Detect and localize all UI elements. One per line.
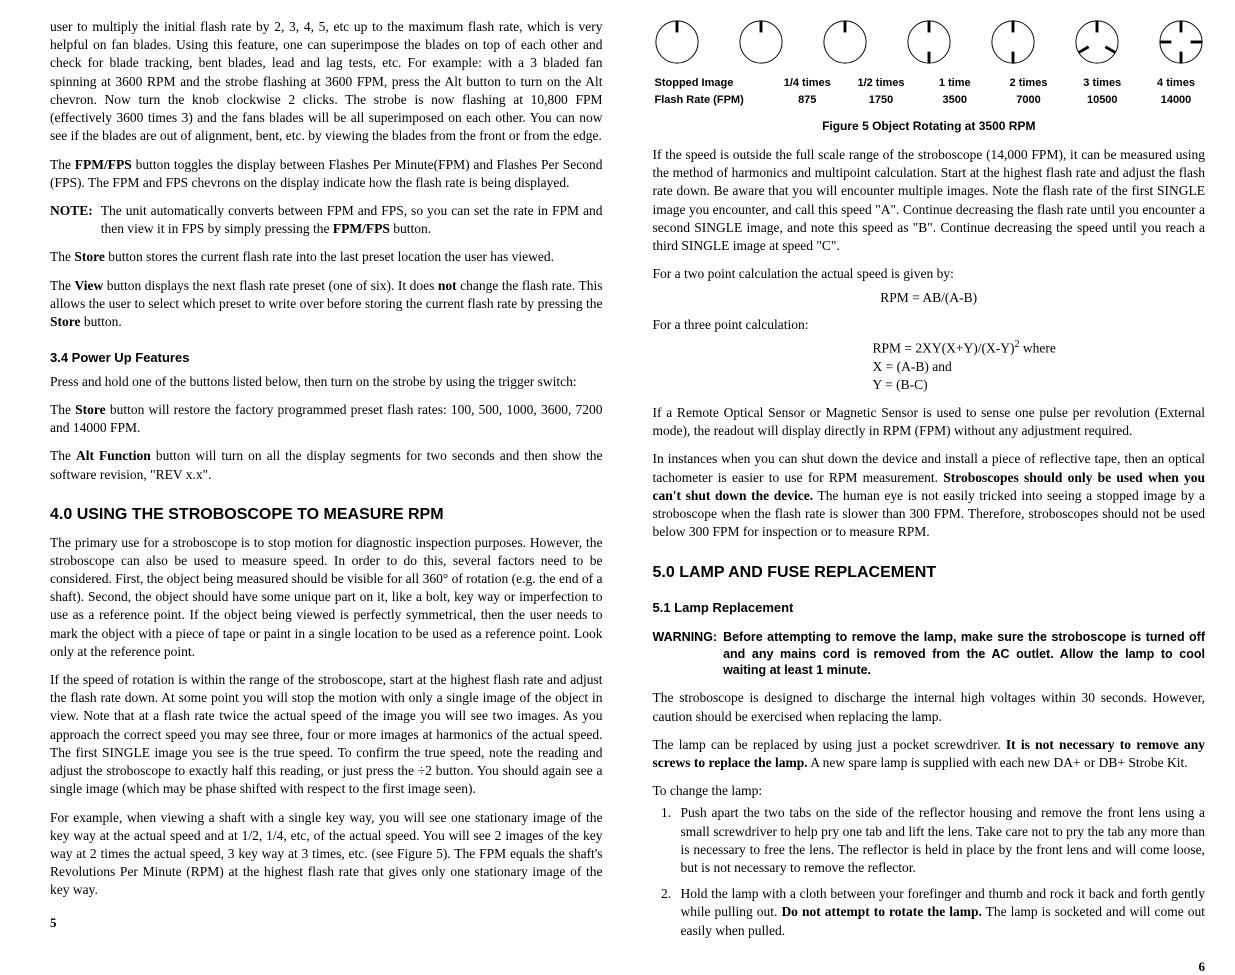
formula: RPM = AB/(A-B) (653, 289, 1206, 307)
body-text: In instances when you can shut down the … (653, 450, 1206, 541)
figure-caption: Figure 5 Object Rotating at 3500 RPM (653, 118, 1206, 134)
row-cell: 7000 (1000, 93, 1058, 108)
body-text: For a two point calculation the actual s… (653, 265, 1206, 283)
body-text: The Store button stores the current flas… (50, 248, 603, 266)
row-cell: 1 time (926, 76, 984, 91)
clock-icon (905, 18, 953, 70)
left-column: user to multiply the initial flash rate … (50, 18, 603, 932)
section-heading: 5.1 Lamp Replacement (653, 599, 1206, 617)
body-text: user to multiply the initial flash rate … (50, 18, 603, 146)
clock-icon (989, 18, 1037, 70)
figure-label-row: Flash Rate (FPM) 875 1750 3500 7000 1050… (653, 93, 1206, 108)
body-text: The Store button will restore the factor… (50, 401, 603, 437)
note-label: NOTE: (50, 202, 93, 238)
right-column: Stopped Image 1/4 times 1/2 times 1 time… (653, 18, 1206, 932)
clock-icon (821, 18, 869, 70)
note-body: The unit automatically converts between … (101, 202, 603, 238)
body-text: The primary use for a stroboscope is to … (50, 534, 603, 662)
body-text: The FPM/FPS button toggles the display b… (50, 156, 603, 192)
row-label: Stopped Image (653, 76, 763, 91)
section-heading: 5.0 LAMP AND FUSE REPLACEMENT (653, 562, 1206, 584)
formula-block: RPM = 2XY(X+Y)/(X-Y)2 where X = (A-B) an… (873, 338, 1206, 394)
list-item: Push apart the two tabs on the side of t… (675, 804, 1206, 877)
figure-clocks (653, 18, 1206, 70)
clock-icon (737, 18, 785, 70)
row-cell: 4 times (1147, 76, 1205, 91)
section-heading: 4.0 USING THE STROBOSCOPE TO MEASURE RPM (50, 504, 603, 526)
row-cell: 3 times (1073, 76, 1131, 91)
body-text: For example, when viewing a shaft with a… (50, 809, 603, 900)
body-text: Press and hold one of the buttons listed… (50, 373, 603, 391)
body-text: If a Remote Optical Sensor or Magnetic S… (653, 404, 1206, 440)
body-text: If the speed of rotation is within the r… (50, 671, 603, 799)
clock-icon (653, 18, 701, 70)
body-text: To change the lamp: (653, 782, 1206, 800)
row-cell: 2 times (1000, 76, 1058, 91)
note-block: NOTE: The unit automatically converts be… (50, 202, 603, 238)
body-text: The stroboscope is designed to discharge… (653, 689, 1206, 725)
row-cell: 875 (778, 93, 836, 108)
body-text: The Alt Function button will turn on all… (50, 447, 603, 483)
page-number: 6 (653, 958, 1206, 975)
row-cell: 1/4 times (778, 76, 836, 91)
row-cell: 14000 (1147, 93, 1205, 108)
warning-label: WARNING: (653, 629, 718, 680)
clock-icon (1073, 18, 1121, 70)
warning-body: Before attempting to remove the lamp, ma… (723, 629, 1205, 680)
body-text: The lamp can be replaced by using just a… (653, 736, 1206, 772)
clock-icon (1157, 18, 1205, 70)
row-label: Flash Rate (FPM) (653, 93, 763, 108)
section-heading: 3.4 Power Up Features (50, 349, 603, 367)
figure-label-row: Stopped Image 1/4 times 1/2 times 1 time… (653, 76, 1206, 91)
row-cell: 1750 (852, 93, 910, 108)
body-text: If the speed is outside the full scale r… (653, 146, 1206, 255)
numbered-list: Push apart the two tabs on the side of t… (675, 804, 1206, 948)
list-item: Hold the lamp with a cloth between your … (675, 885, 1206, 940)
body-text: The View button displays the next flash … (50, 277, 603, 332)
row-cell: 1/2 times (852, 76, 910, 91)
page-number: 5 (50, 914, 603, 932)
row-cell: 3500 (926, 93, 984, 108)
warning-block: WARNING: Before attempting to remove the… (653, 629, 1206, 680)
body-text: For a three point calculation: (653, 316, 1206, 334)
row-cell: 10500 (1073, 93, 1131, 108)
